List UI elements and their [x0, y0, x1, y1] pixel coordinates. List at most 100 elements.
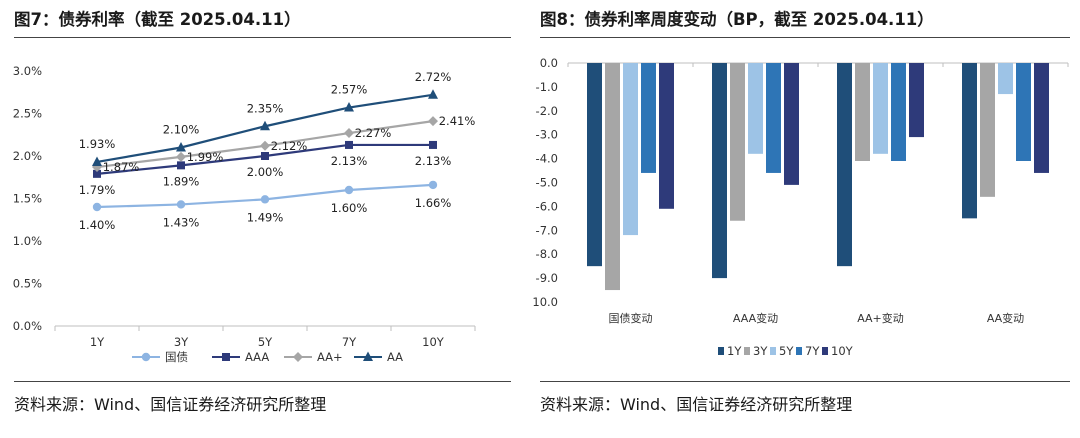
line-y-tick-label: 1.0%: [13, 234, 42, 248]
bar-y-tick-label: -4.0: [536, 152, 558, 166]
line-data-label: 1.49%: [247, 210, 284, 224]
line-data-label: 2.12%: [271, 139, 308, 153]
left-top-rule: [14, 37, 511, 38]
line-y-tick-label: 0.5%: [13, 277, 42, 291]
line-data-label: 1.87%: [103, 160, 140, 174]
bar-chart: 0.0 -1.0 -2.0 -3.0 -4.0 -5.0 -6.0 -7.0 -8.0 -9.0 1…: [532, 56, 1069, 358]
bar-3Y: [605, 63, 620, 291]
line-data-label: 2.72%: [415, 70, 452, 84]
line-legend-label: AA+: [317, 350, 343, 364]
bar-legend-swatch: [770, 347, 776, 355]
right-source: 资料来源：Wind、国信证券经济研究所整理: [540, 395, 853, 414]
bar-5Y: [748, 63, 763, 154]
bar-y-tick-label: -7.0: [536, 223, 558, 237]
line-point-AA: [176, 142, 186, 152]
line-point-AA+: [428, 116, 438, 127]
line-data-label: 2.13%: [331, 154, 368, 168]
bar-y-tick-label: -9.0: [536, 271, 558, 285]
line-data-label: 2.57%: [331, 83, 368, 97]
line-legend-label: AA: [387, 350, 403, 364]
bar-legend-label: 1Y: [727, 344, 742, 358]
line-data-label: 1.66%: [415, 196, 452, 210]
line-data-label: 2.10%: [163, 123, 200, 137]
bar-5Y: [873, 63, 888, 154]
line-point-AAA: [429, 140, 437, 149]
line-point-国债: [92, 202, 102, 212]
bar-10Y: [784, 63, 799, 185]
left-source: 资料来源：Wind、国信证券经济研究所整理: [14, 395, 327, 414]
bar-y-tick-label: -2.0: [536, 104, 558, 118]
bar-1Y: [962, 63, 977, 219]
bar-category-label: AA变动: [987, 311, 1024, 325]
line-point-AA+: [260, 140, 270, 151]
line-legend-label: 国债: [165, 350, 188, 364]
bar-10Y: [659, 63, 674, 209]
line-data-label: 1.93%: [79, 137, 116, 151]
bar-category-label: 国债变动: [609, 311, 653, 325]
line-y-tick-label: 2.0%: [13, 149, 42, 163]
bar-3Y: [855, 63, 870, 161]
line-point-AA: [92, 156, 102, 166]
line-y-tick-label: 0.0%: [13, 319, 42, 333]
line-x-tick-label: 5Y: [258, 335, 273, 349]
bar-7Y: [891, 63, 906, 161]
line-y-tick-label: 3.0%: [13, 64, 42, 78]
bar-1Y: [837, 63, 852, 267]
line-x-tick-label: 3Y: [174, 335, 189, 349]
bar-legend-label: 7Y: [805, 344, 820, 358]
bar-1Y: [587, 63, 602, 267]
line-legend-marker: [293, 352, 303, 362]
bar-7Y: [766, 63, 781, 173]
bar-y-tick-label: -6.0: [536, 199, 558, 213]
bar-7Y: [641, 63, 656, 173]
bar-y-tick-label: 10.0: [532, 295, 558, 309]
line-point-AA: [260, 120, 270, 131]
line-point-AA+: [344, 128, 354, 139]
line-data-label: 2.41%: [439, 114, 476, 128]
bar-legend-label: 5Y: [779, 344, 794, 358]
bar-legend-swatch: [796, 347, 802, 355]
bar-legend-swatch: [822, 347, 828, 355]
bar-legend-swatch: [744, 347, 750, 355]
bar-5Y: [623, 63, 638, 236]
bar-legend-swatch: [718, 347, 724, 355]
bar-y-tick-label: -5.0: [536, 176, 558, 190]
bar-3Y: [730, 63, 745, 221]
bar-1Y: [712, 63, 727, 279]
bar-y-tick-label: -8.0: [536, 247, 558, 261]
line-legend-marker: [141, 352, 151, 362]
line-point-国债: [260, 195, 270, 204]
line-data-label: 2.27%: [355, 126, 392, 140]
line-point-AA+: [176, 151, 186, 162]
line-data-label: 1.40%: [79, 218, 116, 232]
bar-y-tick-label: -1.0: [536, 80, 558, 94]
bar-legend-label: 3Y: [753, 344, 768, 358]
line-legend-marker: [222, 353, 230, 361]
line-point-国债: [176, 200, 186, 209]
line-point-国债: [428, 180, 438, 190]
line-y-tick-label: 2.5%: [13, 107, 42, 121]
line-data-label: 1.60%: [331, 201, 368, 215]
bar-3Y: [980, 63, 995, 197]
line-x-tick-label: 7Y: [342, 335, 357, 349]
left-panel: 图7：债券利率（截至 2025.04.11） 0.0% 0.5% 1.0% 1.5% 2…: [0, 0, 520, 438]
line-legend-marker: [363, 351, 373, 361]
line-point-AAA: [177, 161, 185, 170]
line-point-AAA: [93, 169, 101, 178]
line-x-tick-label: 1Y: [90, 335, 105, 349]
bar-category-label: AA+变动: [857, 311, 904, 325]
line-data-label: 2.13%: [415, 154, 452, 168]
line-point-AAA: [345, 140, 353, 149]
left-figure-title: 图7：债券利率（截至 2025.04.11）: [14, 10, 301, 29]
bar-legend-label: 10Y: [831, 344, 854, 358]
bar-7Y: [1016, 63, 1031, 161]
line-point-AA: [428, 89, 438, 99]
line-data-label: 2.00%: [247, 165, 284, 179]
line-data-label: 1.43%: [163, 215, 200, 229]
right-top-rule: [540, 37, 1070, 38]
bar-10Y: [909, 63, 924, 138]
right-bottom-rule: [540, 381, 1070, 382]
bar-y-tick-label: -3.0: [536, 128, 558, 142]
bar-y-tick-label: 0.0: [540, 56, 558, 70]
line-legend-label: AAA: [245, 350, 269, 364]
